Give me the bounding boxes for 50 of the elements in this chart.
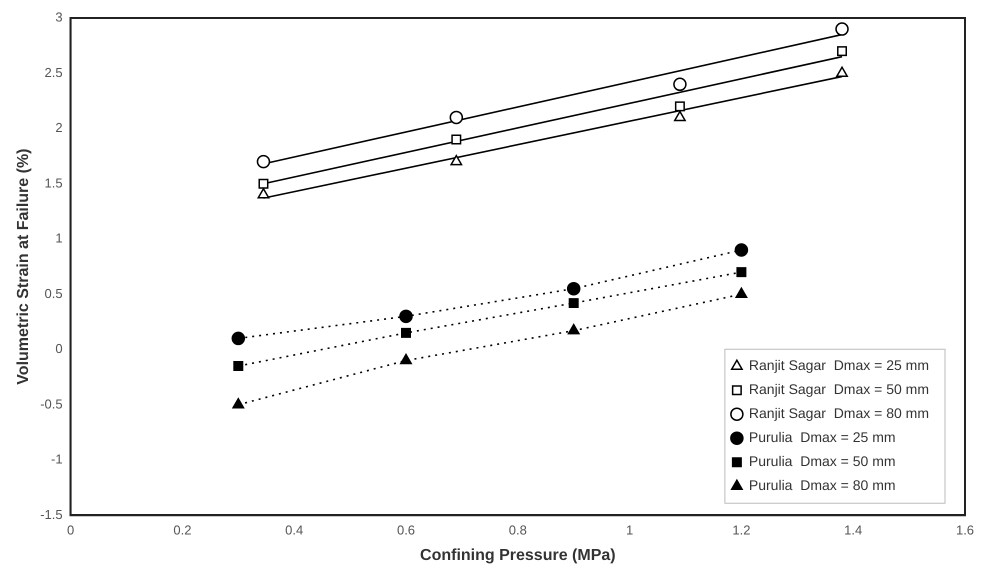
x-axis-title: Confining Pressure (MPa) (420, 546, 616, 564)
x-tick-label: 0.8 (508, 522, 527, 538)
point (258, 178, 268, 189)
y-tick-label: 0.5 (44, 286, 63, 301)
point (735, 287, 748, 298)
point (674, 101, 685, 112)
legend-label: Ranjit Sagar Dmax = 80 mm (748, 405, 930, 422)
point (450, 154, 462, 166)
point (233, 361, 244, 372)
point (232, 398, 244, 408)
y-tick-label: 1.5 (44, 175, 63, 190)
y-tick-label: -0.5 (40, 396, 63, 412)
legend-label: Ranjit Sagar Dmax = 25 mm (748, 357, 930, 374)
point (400, 354, 412, 364)
y-tick-label: -1 (51, 452, 63, 467)
point (451, 134, 462, 145)
y-tick-label: 3 (55, 10, 63, 25)
point (835, 22, 849, 36)
x-tick-label: 0.6 (396, 522, 416, 538)
point (734, 243, 748, 257)
x-tick-label: 0.2 (173, 522, 192, 538)
x-tick-label: 1.2 (732, 522, 750, 538)
point (566, 282, 580, 296)
y-axis-title: Volumetric Strain at Failure (%) (15, 148, 32, 385)
legend-label: Purulia Dmax = 80 mm (748, 477, 896, 494)
point (673, 78, 687, 92)
y-tick-label: 1 (55, 230, 63, 246)
y-tick-label: 2.5 (44, 64, 63, 80)
point (256, 154, 270, 168)
point (450, 110, 464, 124)
legend-label: Ranjit Sagar Dmax = 50 mm (748, 381, 930, 398)
legend-label: Purulia Dmax = 50 mm (748, 453, 896, 470)
legend-label: Purulia Dmax = 25 mm (748, 429, 896, 446)
y-tick-label: 2 (55, 120, 63, 136)
point (401, 328, 411, 338)
point (837, 46, 848, 56)
x-tick-label: 1.4 (844, 522, 862, 538)
x-tick-label: 1 (626, 522, 634, 538)
y-tick-label: -1.5 (40, 506, 63, 522)
point (258, 188, 270, 199)
point (736, 267, 746, 278)
x-tick-label: 0.4 (285, 522, 304, 538)
point (232, 332, 246, 346)
x-tick-label: 0 (66, 522, 74, 538)
x-tick-label: 1.6 (956, 522, 974, 538)
point (399, 310, 413, 324)
point (568, 298, 579, 308)
point (674, 110, 686, 122)
point (568, 324, 580, 334)
y-tick-label: 0 (55, 341, 63, 356)
